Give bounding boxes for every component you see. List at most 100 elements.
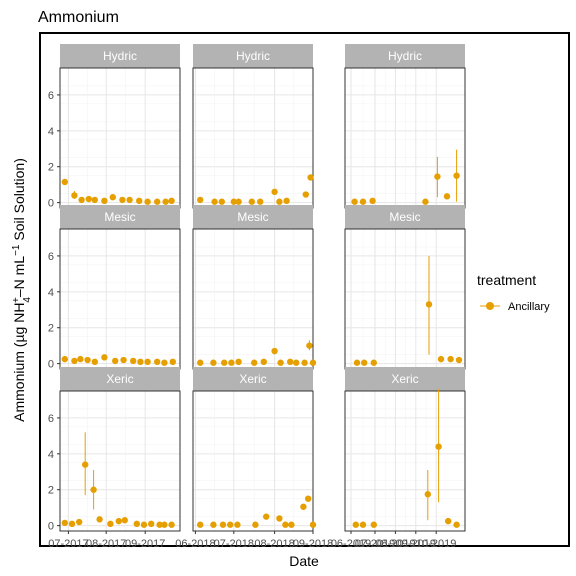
data-point xyxy=(455,356,463,364)
data-point xyxy=(434,173,441,180)
data-point xyxy=(422,198,429,205)
data-point xyxy=(445,517,452,525)
data-point xyxy=(90,486,97,493)
data-point xyxy=(447,355,454,363)
data-point xyxy=(140,521,148,528)
data-point xyxy=(271,188,278,196)
data-point xyxy=(359,198,367,205)
data-point xyxy=(144,358,151,366)
data-point xyxy=(277,359,284,366)
panel-border xyxy=(344,390,466,532)
data-point xyxy=(148,520,155,528)
data-point xyxy=(352,521,359,528)
x-tick-label: 08-2019 xyxy=(375,538,415,550)
data-point xyxy=(235,358,242,366)
facet-strip-label: Hydric xyxy=(236,49,270,63)
facet-strip-label: Mesic xyxy=(104,210,135,224)
facet-strip xyxy=(60,205,180,229)
y-tick-label: 6 xyxy=(48,413,54,425)
data-point xyxy=(263,513,270,520)
facet-strip-label: Hydric xyxy=(103,49,137,63)
data-point xyxy=(161,359,168,366)
data-point xyxy=(154,198,161,205)
data-point xyxy=(156,521,163,528)
data-point xyxy=(91,358,99,366)
data-point xyxy=(369,197,376,205)
data-point xyxy=(121,517,128,524)
data-point xyxy=(282,521,289,528)
data-point xyxy=(144,198,151,205)
data-point xyxy=(309,359,317,366)
data-point xyxy=(453,172,460,179)
data-point xyxy=(252,521,259,528)
facet-panel: Xeric 0 2 4 6 xyxy=(48,367,181,534)
data-point xyxy=(210,521,217,528)
facet-strip-label: Mesic xyxy=(237,210,268,224)
y-axis-label-sub: 4 xyxy=(22,297,33,303)
data-point xyxy=(307,174,314,181)
y-axis-label-end: Soil Solution) xyxy=(11,158,27,244)
data-point xyxy=(197,521,204,528)
data-point xyxy=(424,491,431,498)
data-point xyxy=(115,517,123,525)
panel-border xyxy=(59,390,181,532)
data-point xyxy=(96,516,103,523)
data-point xyxy=(276,515,283,522)
legend-title: treatment xyxy=(477,272,536,288)
data-point xyxy=(130,357,137,365)
y-axis-label-sup: + xyxy=(11,297,22,303)
data-point xyxy=(68,520,76,528)
facet-strip-label: Xeric xyxy=(391,372,418,386)
data-point xyxy=(353,359,361,366)
panel-background xyxy=(60,68,180,208)
y-tick-label: 6 xyxy=(48,90,54,102)
panel-background xyxy=(193,229,313,369)
y-tick-label: 2 xyxy=(48,485,54,497)
data-point xyxy=(219,521,227,528)
legend-key-point xyxy=(486,302,494,310)
data-point xyxy=(228,359,235,366)
data-point xyxy=(425,301,433,308)
data-point xyxy=(71,192,78,199)
facet-strip xyxy=(345,44,465,68)
x-tick-label: 06-2019 xyxy=(331,538,371,550)
x-tick-label: 06-2018 xyxy=(175,538,215,550)
facet-panel: Hydric 0 2 4 6 xyxy=(48,44,181,210)
data-point xyxy=(126,196,133,204)
data-point xyxy=(78,196,85,204)
x-tick-label: 08-2017 xyxy=(86,538,126,550)
y-tick-label: 2 xyxy=(48,323,54,335)
data-point xyxy=(218,198,225,205)
x-tick-label: 10-2019 xyxy=(416,538,456,550)
data-point xyxy=(107,520,114,528)
panel-background xyxy=(345,68,465,208)
data-point xyxy=(133,520,140,528)
data-point xyxy=(168,197,175,205)
data-point xyxy=(351,198,358,205)
data-point xyxy=(101,197,108,205)
data-point xyxy=(61,519,68,527)
data-point xyxy=(435,443,442,450)
facet-panel: Hydric xyxy=(344,44,466,209)
panel-border xyxy=(192,390,314,532)
data-point xyxy=(370,521,377,528)
data-point xyxy=(443,193,451,200)
data-point xyxy=(283,197,290,205)
data-point xyxy=(84,356,91,364)
data-point xyxy=(221,359,228,366)
data-point xyxy=(300,503,307,510)
data-point xyxy=(120,356,127,364)
legend: treatment Ancillary xyxy=(477,272,550,313)
data-point xyxy=(227,521,234,528)
facet-strip xyxy=(345,367,465,391)
data-point xyxy=(169,358,176,366)
data-point xyxy=(61,178,68,186)
data-point xyxy=(76,518,83,526)
y-tick-label: 6 xyxy=(48,251,54,263)
data-point xyxy=(71,357,78,365)
y-tick-label: 0 xyxy=(48,198,54,210)
data-point xyxy=(453,521,460,528)
data-point xyxy=(234,521,241,528)
x-tick-label: 07-2017 xyxy=(48,538,88,550)
